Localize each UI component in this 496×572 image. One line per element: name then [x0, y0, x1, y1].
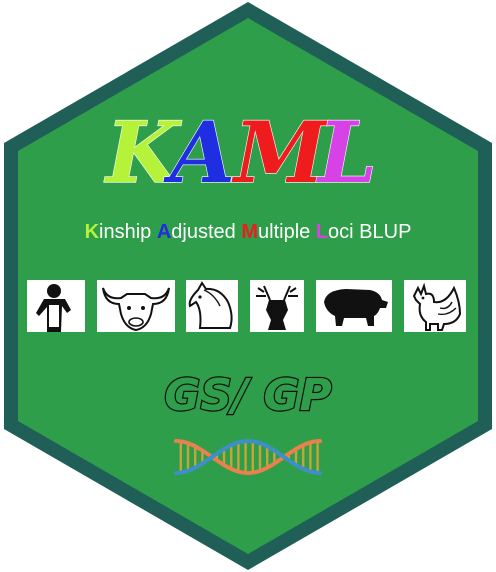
subtitle-initial-l: L [316, 221, 328, 243]
hexagon-fill [18, 18, 478, 554]
human-runner-icon [27, 280, 85, 332]
gs-gp-tagline: GS/ GP [164, 370, 332, 421]
subtitle-initial-a: A [157, 221, 171, 243]
title-letter-m: M [231, 103, 330, 202]
horse-icon [186, 280, 238, 332]
bull-icon [97, 280, 175, 332]
rooster-icon [404, 280, 466, 332]
pig-icon [316, 280, 392, 332]
subtitle-word-multiple: ultiple [258, 221, 316, 243]
subtitle-word-adjusted: djusted [171, 221, 241, 243]
subtitle-initial-k: K [85, 221, 100, 243]
dna-strand-a [174, 439, 322, 475]
dna-rungs [179, 441, 319, 473]
title-letter-k: K [104, 103, 182, 202]
title-letter-l: L [316, 103, 377, 202]
subtitle: Kinship Adjusted Multiple Loci BLUP [85, 221, 412, 243]
subtitle-word-loci-blup: oci BLUP [328, 221, 411, 243]
dna-helix-icon [174, 439, 322, 475]
deer-icon [250, 280, 304, 332]
species-row [27, 280, 466, 332]
subtitle-word-kinship: inship [99, 221, 157, 243]
kaml-title: K A M L [103, 102, 377, 202]
title-letter-a: A [163, 103, 235, 202]
dna-strand-b [174, 439, 322, 475]
subtitle-initial-m: M [241, 221, 258, 243]
